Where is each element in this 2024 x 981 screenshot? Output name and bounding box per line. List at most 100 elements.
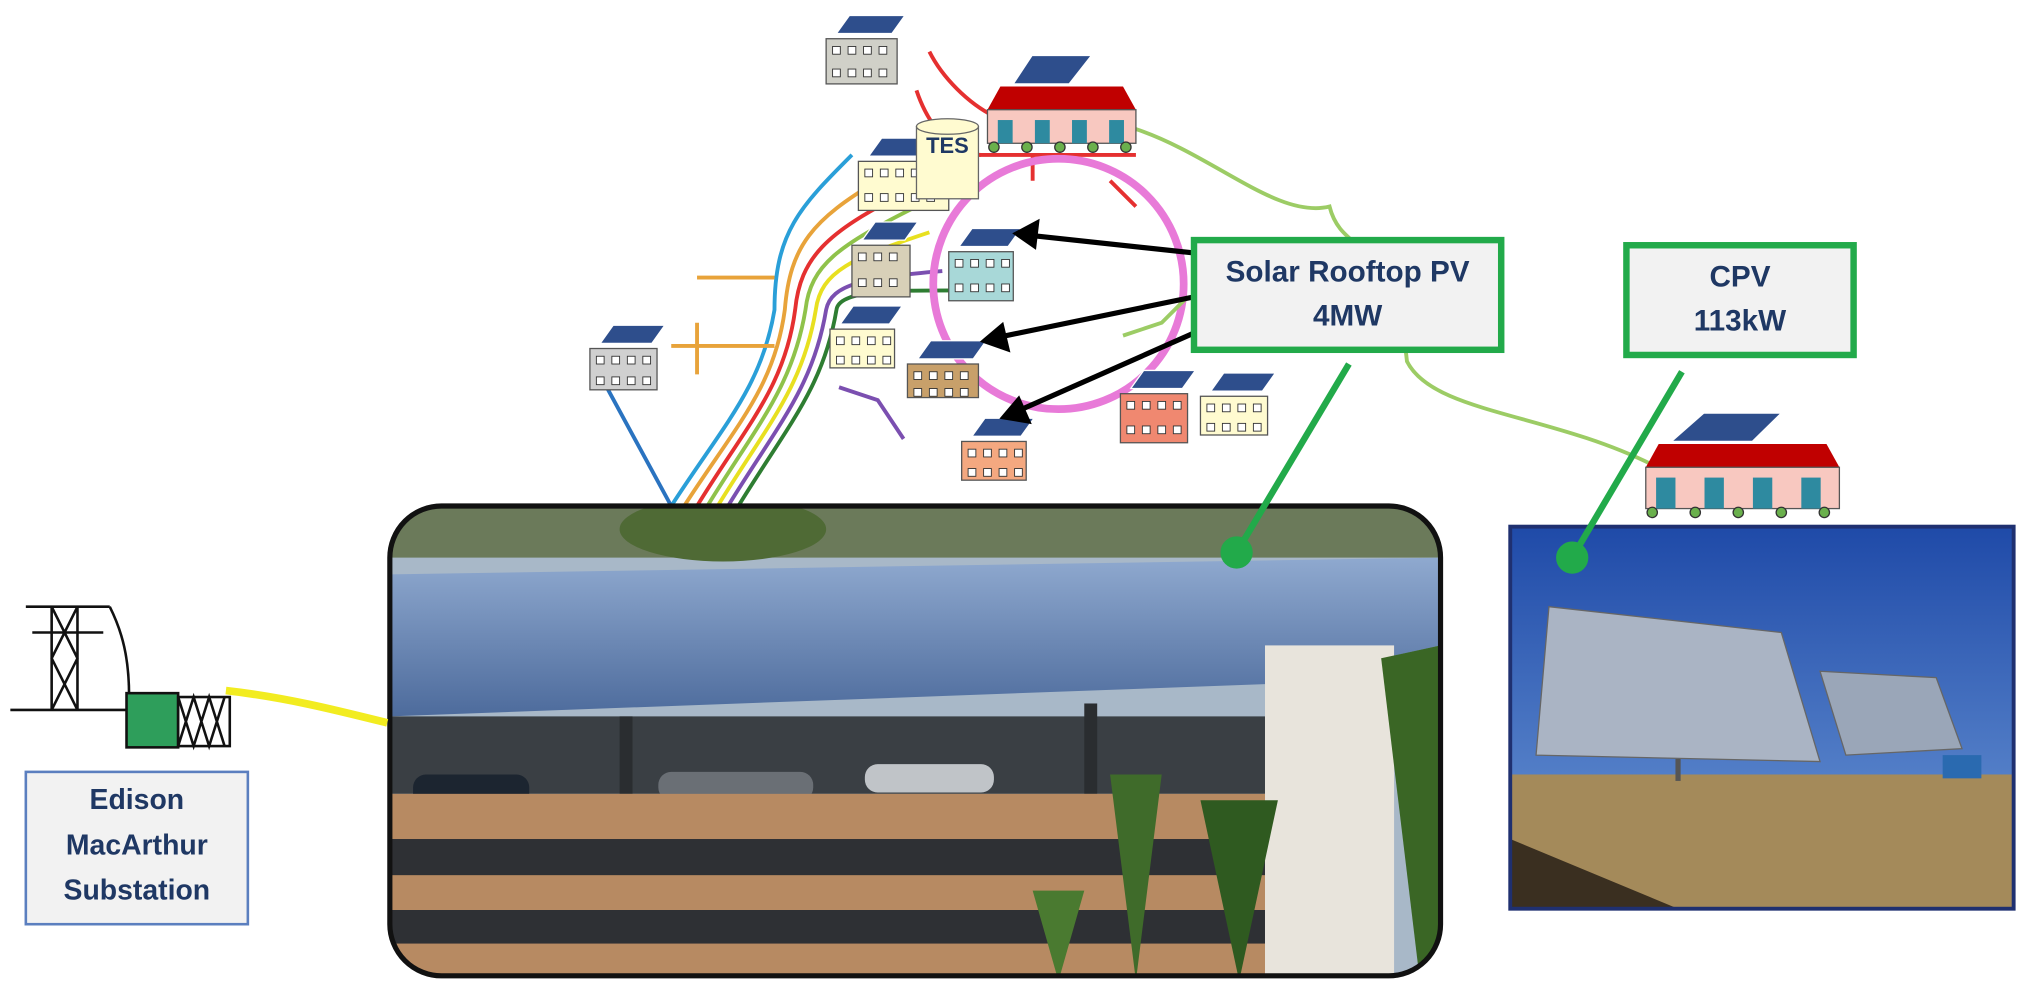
- window: [1014, 468, 1023, 477]
- cpv-capacity: 113kW: [1694, 305, 1786, 338]
- solar-panel: [1129, 369, 1197, 390]
- window: [1252, 422, 1262, 432]
- parking-pv-photo: [389, 505, 1441, 976]
- window: [595, 376, 605, 386]
- window: [954, 258, 964, 268]
- solar-panel: [598, 324, 667, 344]
- storage: [1775, 506, 1788, 519]
- solar-panel: [839, 305, 904, 325]
- window: [1141, 425, 1151, 435]
- window: [642, 376, 652, 386]
- house-roof: [1645, 444, 1840, 468]
- storage: [1087, 141, 1099, 153]
- window: [878, 46, 888, 55]
- window: [895, 193, 905, 202]
- window: [851, 355, 861, 365]
- solar-panel: [861, 221, 920, 241]
- window: [879, 193, 889, 202]
- buildings: [589, 14, 1841, 519]
- window: [967, 448, 977, 458]
- window: [857, 252, 867, 262]
- window: [983, 468, 992, 477]
- window: [836, 355, 845, 365]
- window: [1172, 425, 1182, 435]
- window: [967, 468, 977, 477]
- window: [1001, 283, 1010, 293]
- door: [1704, 477, 1724, 509]
- storage: [1689, 506, 1702, 519]
- window: [864, 193, 874, 202]
- cpv-callout: [1623, 242, 1857, 359]
- storage: [1021, 141, 1033, 153]
- window: [832, 68, 841, 78]
- solar-panel: [916, 340, 988, 360]
- window: [1252, 403, 1262, 413]
- window: [836, 336, 845, 346]
- door: [1752, 477, 1773, 509]
- window: [1014, 448, 1023, 458]
- substation-line-1: Edison: [90, 784, 185, 816]
- window: [878, 68, 888, 78]
- window: [970, 258, 979, 268]
- window: [866, 336, 876, 346]
- cpv-photo: [1508, 524, 2016, 911]
- window: [954, 283, 964, 293]
- door: [1801, 477, 1821, 509]
- window: [847, 46, 857, 55]
- window: [1157, 400, 1167, 410]
- window: [1126, 400, 1136, 410]
- window: [928, 388, 938, 397]
- window: [1157, 425, 1167, 435]
- window: [913, 371, 923, 380]
- window: [888, 278, 898, 288]
- window: [928, 371, 938, 380]
- arrows: [979, 218, 1196, 425]
- door: [1656, 477, 1676, 509]
- window: [626, 376, 636, 386]
- window: [944, 388, 954, 397]
- photo-frame: [387, 503, 1444, 979]
- window: [1172, 400, 1182, 410]
- window: [851, 336, 861, 346]
- solar-panel: [970, 417, 1036, 437]
- window: [1001, 258, 1010, 268]
- window: [866, 355, 876, 365]
- window: [970, 283, 979, 293]
- storage: [1646, 506, 1659, 519]
- window: [959, 388, 969, 397]
- window: [1221, 422, 1231, 432]
- window: [882, 336, 892, 346]
- pv-callout: [1190, 236, 1505, 354]
- substation-line-2: MacArthur: [66, 829, 208, 861]
- window: [832, 46, 841, 55]
- window: [864, 168, 874, 178]
- window: [863, 46, 872, 55]
- window: [895, 168, 905, 178]
- storage: [1732, 506, 1745, 519]
- window: [879, 168, 889, 178]
- window: [873, 278, 883, 288]
- window: [1237, 403, 1247, 413]
- window: [882, 355, 892, 365]
- solar-panel: [957, 227, 1023, 248]
- storage: [1054, 141, 1066, 153]
- tes-label: TES: [926, 133, 969, 158]
- solar-panel: [1012, 54, 1093, 85]
- door: [997, 120, 1013, 144]
- door: [1072, 120, 1087, 144]
- window: [985, 258, 995, 268]
- window: [1221, 403, 1231, 413]
- window: [888, 252, 898, 262]
- door: [1109, 120, 1124, 144]
- pv-name: Solar Rooftop PV: [1226, 255, 1470, 288]
- substation-box: [24, 770, 250, 926]
- solar-panel: [835, 14, 907, 35]
- tes-tank: TES: [915, 118, 980, 200]
- door: [1034, 120, 1050, 144]
- window: [611, 376, 621, 386]
- substation-line-3: Substation: [64, 874, 211, 906]
- substation-line: [225, 686, 389, 727]
- storage: [1818, 506, 1831, 519]
- solar-panel: [1669, 412, 1783, 443]
